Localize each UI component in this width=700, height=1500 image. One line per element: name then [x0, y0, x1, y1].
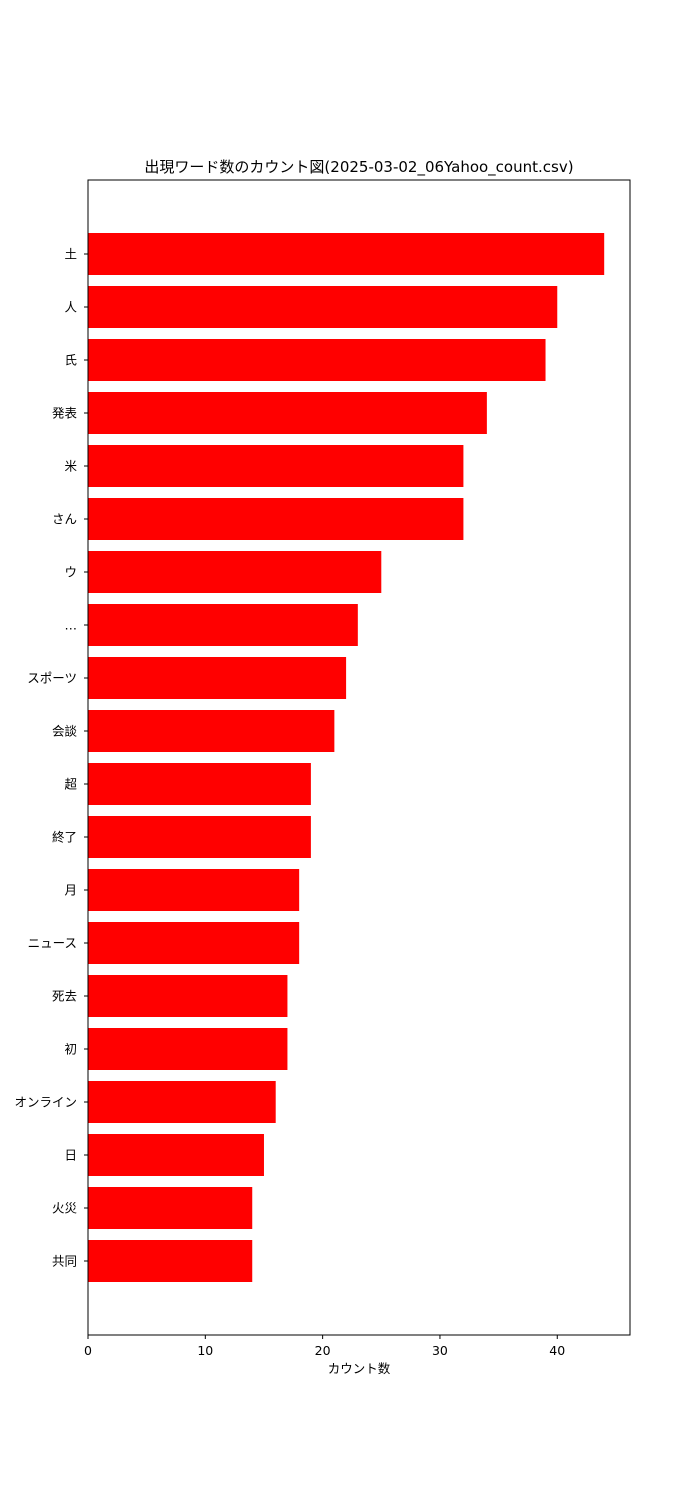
- bar-6: [88, 551, 382, 593]
- y-tick-label: 終了: [52, 830, 77, 845]
- y-tick-label: オンライン: [14, 1095, 77, 1110]
- bar-17: [88, 1134, 264, 1176]
- y-tick-label: 月: [64, 883, 77, 898]
- bar-2: [88, 339, 546, 381]
- bar-1: [88, 286, 558, 328]
- y-tick-label: 初: [64, 1042, 77, 1057]
- y-tick-label: ニュース: [28, 936, 77, 951]
- y-tick-label: 米: [64, 459, 77, 474]
- chart-title: 出現ワード数のカウント図(2025-03-02_06Yahoo_count.cs…: [144, 158, 573, 177]
- y-tick-label: 日: [64, 1148, 77, 1163]
- y-tick-label: 発表: [52, 406, 78, 421]
- x-tick-label: 30: [432, 1343, 448, 1358]
- y-tick-label: 土: [64, 247, 77, 262]
- x-axis: 0 10 20 30 40: [84, 1335, 565, 1358]
- bar-11: [88, 816, 311, 858]
- bar-4: [88, 445, 464, 487]
- y-tick-label: さん: [52, 512, 77, 527]
- y-tick-label: 会談: [52, 724, 78, 739]
- y-tick-label: 超: [64, 777, 77, 792]
- x-axis-label: カウント数: [328, 1361, 391, 1376]
- bar-19: [88, 1240, 253, 1282]
- y-tick-label: 火災: [52, 1201, 78, 1216]
- x-tick-label: 0: [84, 1343, 92, 1358]
- y-tick-label: …: [65, 618, 78, 633]
- bar-16: [88, 1081, 276, 1123]
- y-tick-label: スポーツ: [27, 671, 77, 686]
- bar-8: [88, 657, 347, 699]
- bars: [88, 233, 605, 1282]
- bar-7: [88, 604, 358, 646]
- bar-14: [88, 975, 288, 1017]
- x-tick-label: 20: [315, 1343, 331, 1358]
- bar-0: [88, 233, 605, 275]
- x-tick-label: 10: [197, 1343, 213, 1358]
- y-tick-label: ウ: [64, 565, 77, 580]
- y-tick-label: 氏: [64, 353, 77, 368]
- y-tick-label: 共同: [52, 1254, 77, 1269]
- bar-5: [88, 498, 464, 540]
- bar-3: [88, 392, 487, 434]
- bar-15: [88, 1028, 288, 1070]
- bar-18: [88, 1187, 253, 1229]
- bar-10: [88, 763, 311, 805]
- x-tick-label: 40: [549, 1343, 565, 1358]
- y-tick-label: 死去: [52, 989, 77, 1004]
- y-tick-label: 人: [64, 300, 77, 315]
- bar-9: [88, 710, 335, 752]
- bar-13: [88, 922, 300, 964]
- plot-frame: [87, 179, 631, 1336]
- bar-12: [88, 869, 300, 911]
